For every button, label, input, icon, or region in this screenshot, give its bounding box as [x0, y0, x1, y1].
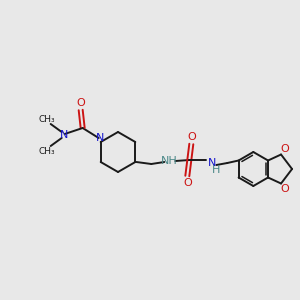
Text: N: N	[59, 130, 68, 140]
Text: O: O	[76, 98, 85, 108]
Text: N: N	[208, 158, 217, 168]
Text: O: O	[281, 145, 290, 154]
Text: H: H	[212, 165, 220, 175]
Text: CH₃: CH₃	[38, 115, 55, 124]
Text: O: O	[183, 178, 192, 188]
Text: CH₃: CH₃	[38, 146, 55, 155]
Text: N: N	[95, 133, 104, 143]
Text: NH: NH	[161, 156, 178, 166]
Text: O: O	[281, 184, 290, 194]
Text: O: O	[187, 132, 196, 142]
